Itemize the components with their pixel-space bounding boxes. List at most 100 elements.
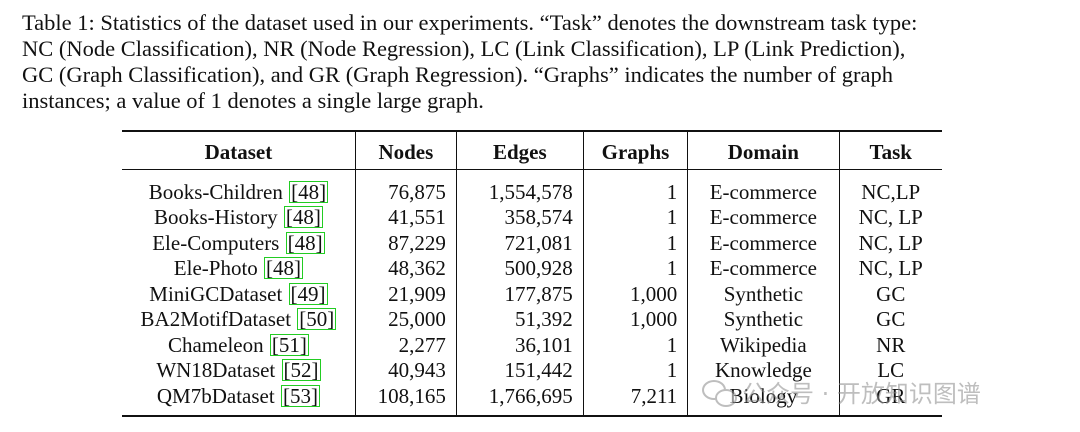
graphs-cell: 7,211 xyxy=(583,383,689,416)
nodes-cell: 2,277 xyxy=(355,332,457,358)
citation-link[interactable]: [53] xyxy=(280,383,320,408)
graphs-cell: 1,000 xyxy=(583,281,689,307)
dataset-name: Ele-Photo xyxy=(173,256,258,280)
task-cell: GC xyxy=(876,281,906,306)
dataset-name: Chameleon xyxy=(167,332,264,357)
header-task: Task xyxy=(869,139,912,164)
domain-cell: E-commerce xyxy=(687,205,840,231)
edges-cell: 151,442 xyxy=(456,358,584,384)
dataset-cell: BA2MotifDataset [50] xyxy=(122,307,356,333)
table-row: Ele-Photo [48] 48,362 500,928 1 E-commerce NC… xyxy=(122,256,942,282)
caption-line: GC (Graph Classification), and GR (Graph… xyxy=(22,62,894,87)
caption-line: Table 1: Statistics of the dataset used … xyxy=(22,10,918,35)
dataset-cell: Chameleon [51] xyxy=(122,332,356,358)
edges-cell: 358,574 xyxy=(456,205,584,231)
task-cell: NR xyxy=(876,332,906,357)
header-graphs: Graphs xyxy=(583,131,689,169)
table-row: Books-Children [48] 76,875 1,554,578 1 E-com… xyxy=(122,169,942,205)
edges-cell: 51,392 xyxy=(456,307,584,333)
dataset-cell: Ele-Photo [48] xyxy=(122,256,356,282)
citation-number: 51 xyxy=(278,332,300,357)
dataset-cell: Books-History [48] xyxy=(122,205,356,231)
graphs-cell: 1 xyxy=(583,332,689,358)
domain-cell: E-commerce xyxy=(687,230,840,256)
citation-link[interactable]: [50] xyxy=(297,307,337,331)
dataset-statistics-table: Dataset Nodes Edges Graphs Domain Task B… xyxy=(122,130,942,417)
dataset-cell: Books-Children [48] xyxy=(122,169,356,205)
table-row: QM7bDataset [53] 108,165 1,766,695 7,211 Bio… xyxy=(122,383,942,416)
table-row: BA2MotifDataset [50] 25,000 51,392 1,000 Syn… xyxy=(122,307,942,333)
graphs-cell: 1 xyxy=(583,169,689,205)
edges-cell: 500,928 xyxy=(456,256,584,282)
dataset-name: Ele-Computers xyxy=(152,230,280,255)
citation-link[interactable]: [49] xyxy=(288,281,328,306)
task-cell: GC xyxy=(876,307,906,331)
nodes-cell: 76,875 xyxy=(355,169,457,205)
dataset-name: BA2MotifDataset xyxy=(140,307,292,331)
citation-number: 50 xyxy=(306,307,328,331)
graphs-cell: 1,000 xyxy=(583,307,689,333)
task-cell: NC,LP xyxy=(861,179,921,204)
edges-cell: 1,554,578 xyxy=(456,169,584,205)
header-nodes: Nodes xyxy=(355,131,457,169)
task-cell: NC, LP xyxy=(858,230,923,255)
nodes-cell: 21,909 xyxy=(355,281,457,307)
dataset-cell: QM7bDataset [53] xyxy=(122,383,356,416)
dataset-name: QM7bDataset xyxy=(156,383,275,408)
nodes-cell: 48,362 xyxy=(355,256,457,282)
task-cell: GR xyxy=(876,383,906,408)
citation-link[interactable]: [48] xyxy=(285,230,325,255)
dataset-name: WN18Dataset xyxy=(156,358,276,382)
citation-link[interactable]: [48] xyxy=(289,179,329,204)
citation-link[interactable]: [52] xyxy=(281,358,321,382)
edges-cell: 1,766,695 xyxy=(456,383,584,416)
edges-cell: 177,875 xyxy=(456,281,584,307)
watermark: 公众号 · 开放知识图谱 xyxy=(702,374,981,409)
graphs-cell: 1 xyxy=(583,230,689,256)
domain-cell: Synthetic xyxy=(687,281,840,307)
task-cell: NC, LP xyxy=(858,205,923,229)
citation-link[interactable]: [48] xyxy=(283,205,323,229)
wechat-icon xyxy=(702,378,737,407)
domain-cell: Knowledge xyxy=(687,358,840,384)
graphs-cell: 1 xyxy=(583,358,689,384)
dataset-name: Books-Children xyxy=(148,179,283,204)
nodes-cell: 87,229 xyxy=(355,230,457,256)
edges-cell: 721,081 xyxy=(456,230,584,256)
dataset-name: Books-History xyxy=(153,205,278,229)
caption-line: NC (Node Classification), NR (Node Regre… xyxy=(22,36,906,61)
nodes-cell: 40,943 xyxy=(355,358,457,384)
header-dataset: Dataset xyxy=(122,131,356,169)
domain-cell: Wikipedia xyxy=(687,332,840,358)
table-row: Ele-Computers [48] 87,229 721,081 1 E-commer… xyxy=(122,230,942,256)
table-row: Books-History [48] 41,551 358,574 1 E-commer… xyxy=(122,205,942,231)
nodes-cell: 108,165 xyxy=(355,383,457,416)
dataset-cell: WN18Dataset [52] xyxy=(122,358,356,384)
edges-cell: 36,101 xyxy=(456,332,584,358)
domain-cell: E-commerce xyxy=(687,256,840,282)
table-row: Chameleon [51] 2,277 36,101 1 Wikipedia NR xyxy=(122,332,942,358)
task-cell: LC xyxy=(877,358,905,382)
dataset-name: MiniGCDataset xyxy=(149,281,283,306)
table-row: MiniGCDataset [49] 21,909 177,875 1,000 Synt… xyxy=(122,281,942,307)
header-domain: Domain xyxy=(687,131,840,169)
domain-cell: Synthetic xyxy=(687,307,840,333)
nodes-cell: 41,551 xyxy=(355,205,457,231)
dataset-cell: MiniGCDataset [49] xyxy=(122,281,356,307)
citation-number: 53 xyxy=(289,383,311,408)
graphs-cell: 1 xyxy=(583,205,689,231)
citation-link[interactable]: [51] xyxy=(269,332,309,357)
task-cell: NC, LP xyxy=(858,256,923,280)
citation-number: 48 xyxy=(298,179,320,204)
table-caption: Table 1: Statistics of the dataset used … xyxy=(22,10,1062,114)
header-row: Dataset Nodes Edges Graphs Domain Task xyxy=(122,131,942,169)
domain-cell: E-commerce xyxy=(687,169,840,205)
graphs-cell: 1 xyxy=(583,256,689,282)
watermark-text: 公众号 · 开放知识图谱 xyxy=(742,380,981,408)
citation-number: 49 xyxy=(297,281,319,306)
caption-line: instances; a value of 1 denotes a single… xyxy=(22,88,484,113)
table-row: WN18Dataset [52] 40,943 151,442 1 Knowledge L… xyxy=(122,358,942,384)
header-edges: Edges xyxy=(456,131,584,169)
citation-number: 48 xyxy=(292,205,314,229)
citation-link[interactable]: [48] xyxy=(264,256,304,280)
